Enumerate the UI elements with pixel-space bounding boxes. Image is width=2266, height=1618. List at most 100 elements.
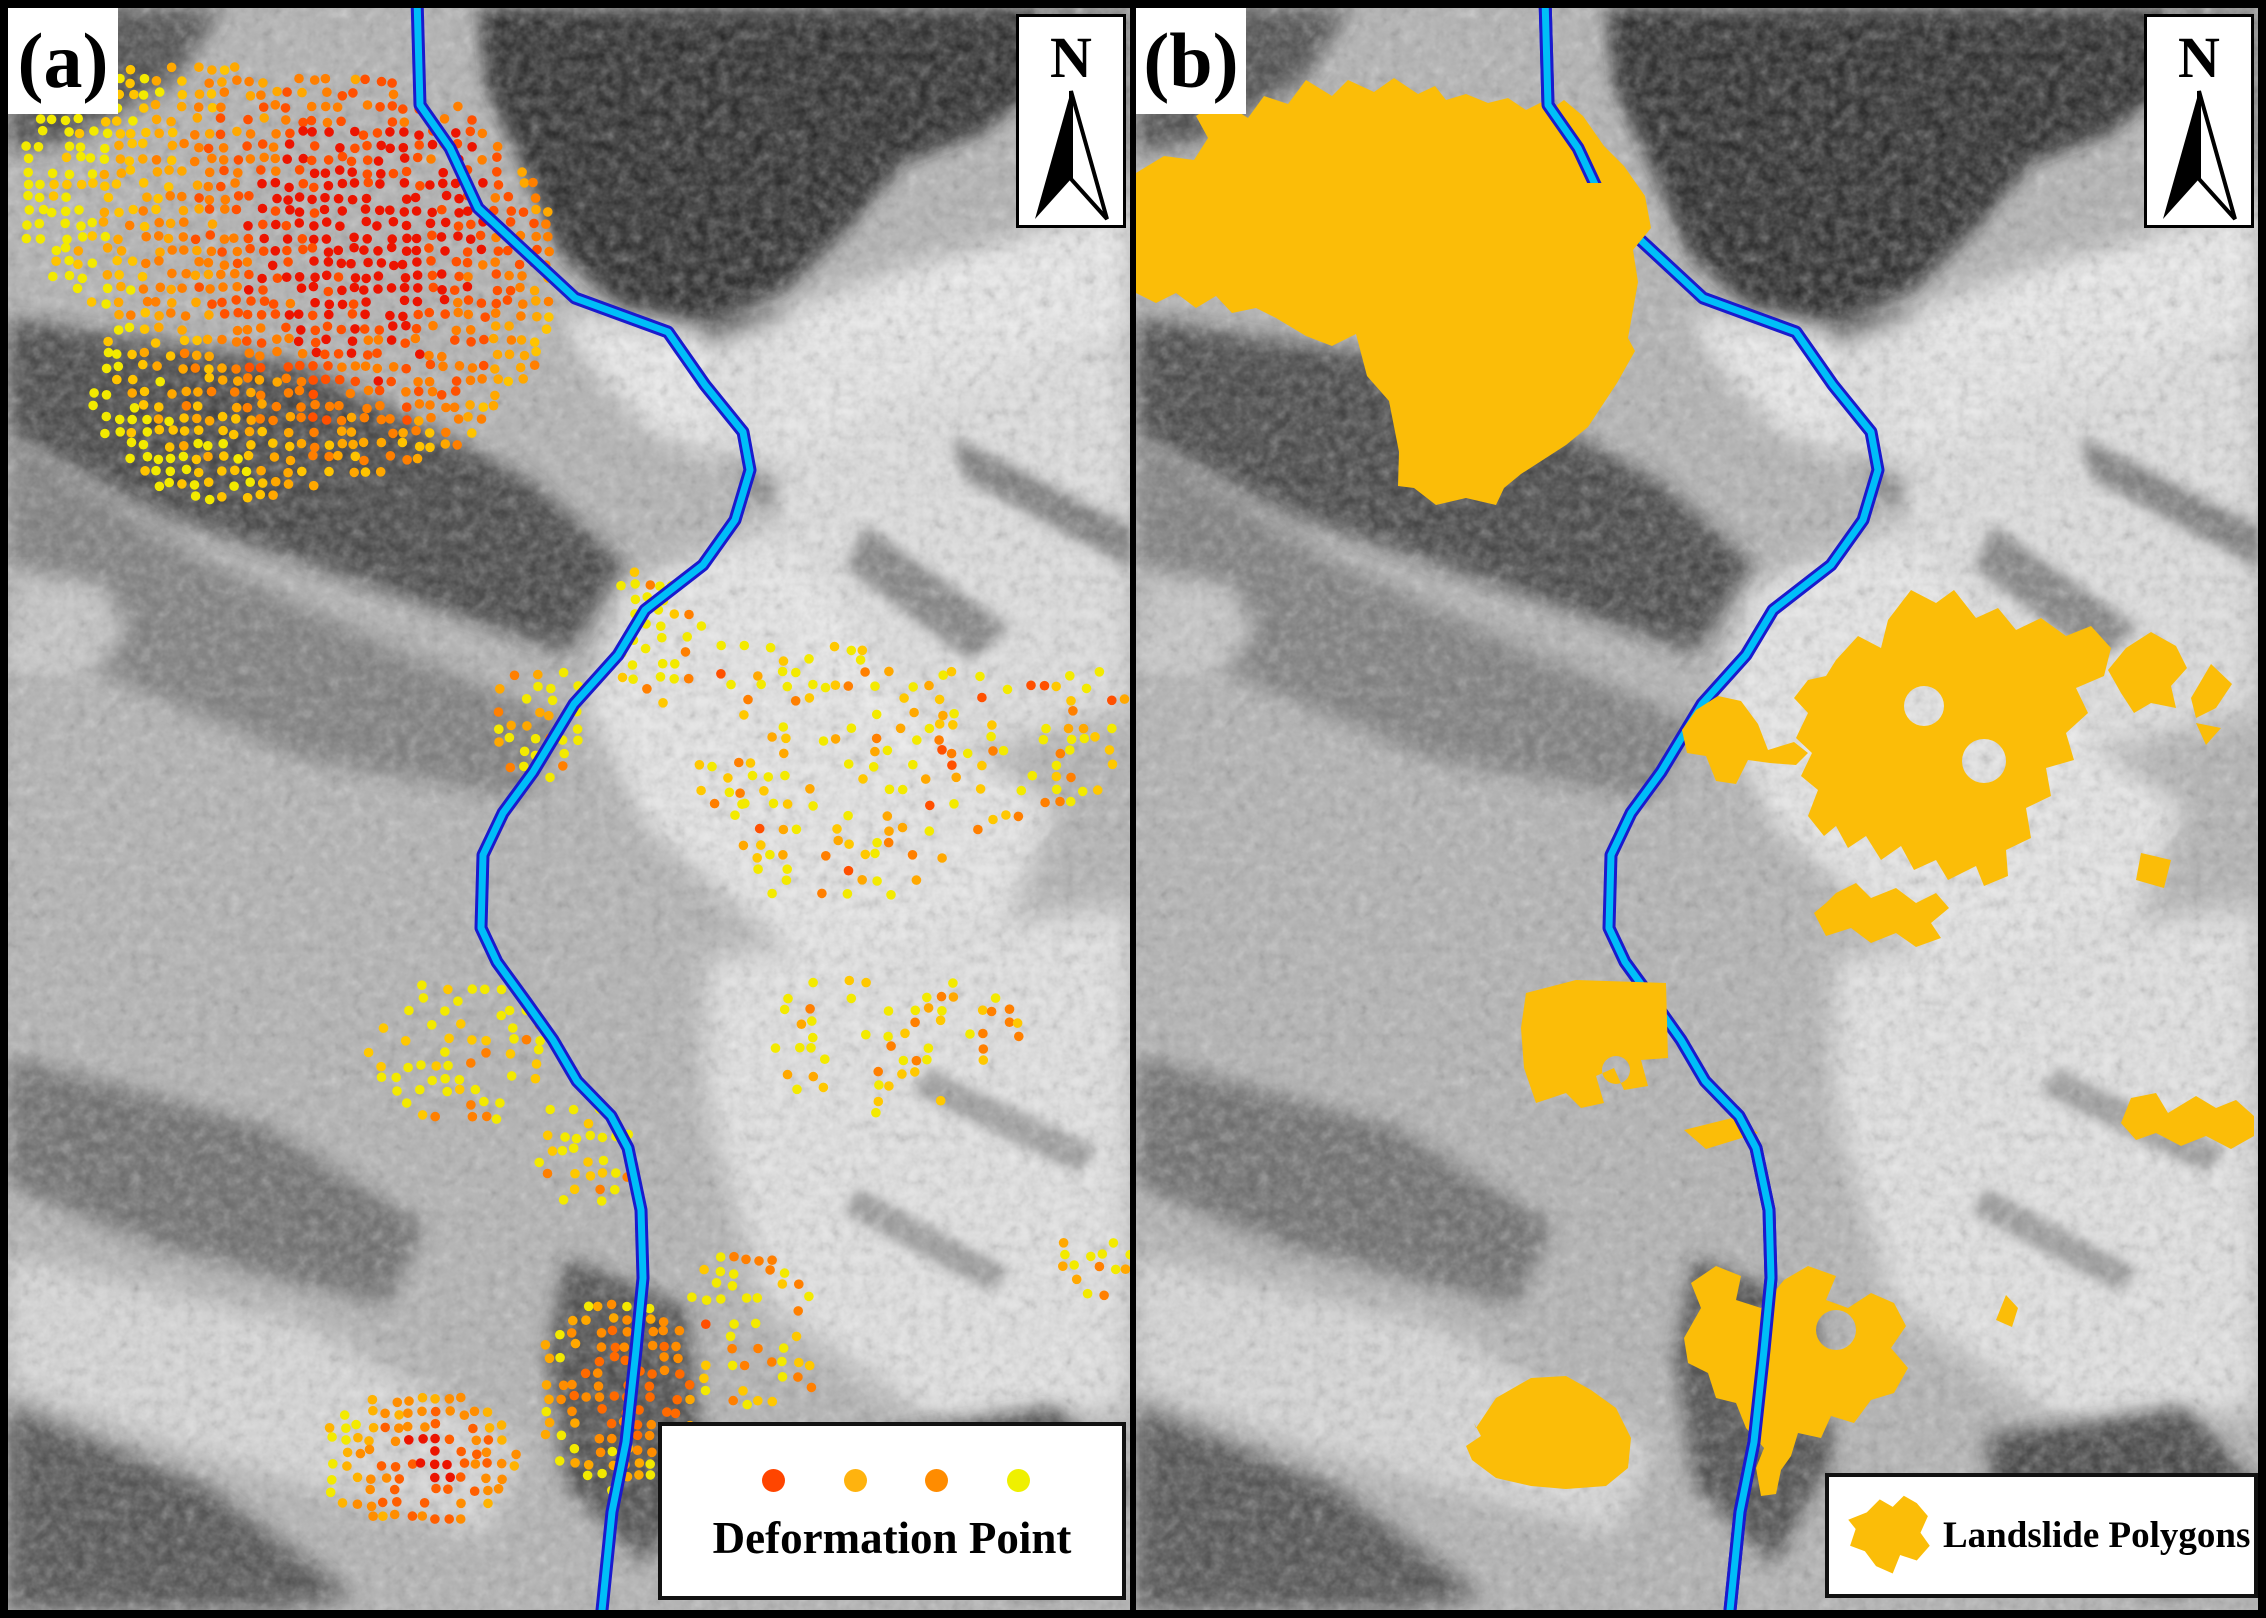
deformation-dot	[778, 722, 789, 732]
deformation-dot	[607, 1325, 618, 1336]
deformation-dot	[794, 1357, 804, 1368]
deformation-dot	[207, 153, 217, 164]
deformation-dot	[72, 283, 83, 294]
deformation-dot	[516, 335, 527, 345]
deformation-dot	[598, 1155, 609, 1166]
deformation-dot	[778, 850, 788, 860]
deformation-dot	[505, 1049, 516, 1059]
deformation-dot	[308, 450, 318, 461]
deformation-dot	[307, 243, 318, 253]
deformation-dot	[404, 1435, 414, 1445]
deformation-dot	[111, 116, 122, 126]
deformation-dot	[334, 374, 345, 385]
deformation-dot	[806, 1382, 817, 1393]
deformation-dot	[138, 90, 149, 100]
deformation-dot	[99, 154, 110, 164]
deformation-dot	[470, 1459, 481, 1469]
deformation-dot	[509, 670, 520, 681]
deformation-dot	[257, 203, 268, 214]
north-letter-a: N	[1050, 25, 1092, 90]
deformation-dot	[76, 179, 87, 190]
deformation-dot	[85, 153, 96, 163]
deformation-dot	[1012, 1018, 1023, 1028]
deformation-dot	[414, 130, 424, 140]
deformation-dot	[281, 373, 292, 384]
deformation-dot	[270, 100, 281, 110]
deformation-dot	[670, 659, 680, 669]
deformation-dot	[459, 1410, 470, 1420]
deformation-dot	[414, 441, 425, 452]
deformation-dot	[399, 153, 410, 163]
deformation-dot	[256, 465, 266, 476]
deformation-dot	[806, 1043, 816, 1053]
deformation-dot	[373, 284, 383, 294]
deformation-dot	[436, 232, 447, 242]
deformation-dot	[190, 234, 201, 245]
deformation-dot	[753, 1395, 763, 1406]
deformation-dot	[113, 297, 124, 308]
deformation-dot	[207, 219, 218, 229]
deformation-dot	[857, 875, 867, 885]
deformation-dot	[284, 333, 294, 344]
hillshade-map-a	[8, 8, 1130, 1610]
deformation-dot	[319, 204, 330, 215]
deformation-dot	[362, 100, 373, 110]
deformation-dot	[125, 285, 136, 295]
deformation-dot	[425, 218, 436, 229]
deformation-dot	[645, 1314, 656, 1324]
deformation-dot	[581, 1392, 591, 1402]
deformation-dot	[138, 359, 148, 370]
deformation-dot	[268, 299, 279, 309]
deformation-dot	[924, 680, 934, 691]
deformation-dot	[427, 270, 438, 281]
deformation-dot	[399, 117, 410, 127]
deformation-dot	[418, 1434, 428, 1444]
deformation-dot	[454, 271, 464, 282]
deformation-dot	[154, 402, 164, 412]
deformation-dot	[466, 1058, 476, 1068]
deformation-dot	[951, 772, 961, 783]
deformation-dot	[753, 864, 763, 874]
deformation-dot	[491, 269, 502, 279]
deformation-dot	[242, 257, 253, 267]
deformation-dot	[860, 667, 870, 677]
deformation-dot	[151, 114, 162, 125]
deformation-dot	[337, 206, 348, 216]
deformation-dot	[376, 169, 386, 179]
deformation-dot	[430, 1446, 440, 1456]
deformation-dot	[734, 757, 744, 768]
deformation-dot	[441, 190, 452, 201]
deformation-dot	[794, 1279, 804, 1289]
deformation-dot	[934, 719, 945, 729]
deformation-dot	[401, 402, 412, 413]
deformation-dot	[531, 296, 541, 306]
deformation-dot	[220, 204, 230, 214]
deformation-dot	[430, 1111, 441, 1122]
deformation-dot	[494, 724, 504, 734]
deformation-dot	[358, 437, 369, 448]
deformation-dot	[659, 1341, 669, 1352]
deformation-dot	[35, 179, 45, 190]
deformation-dot	[246, 387, 256, 398]
deformation-dot	[282, 234, 293, 244]
deformation-dot	[861, 977, 871, 988]
deformation-dot	[456, 1019, 466, 1029]
deformation-dot	[333, 245, 344, 256]
deformation-dot	[254, 375, 265, 385]
deformation-dot	[466, 219, 476, 230]
deformation-dot	[610, 1184, 620, 1195]
deformation-dot	[923, 1043, 934, 1053]
deformation-dot	[502, 295, 513, 305]
deformation-dot	[414, 140, 425, 150]
deformation-dot	[402, 233, 412, 244]
deformation-dot	[765, 1265, 775, 1275]
deformation-dot	[701, 1360, 711, 1371]
deformation-dot	[437, 351, 447, 362]
deformation-dot	[437, 285, 447, 295]
deformation-dot	[139, 324, 150, 335]
deformation-dot	[619, 1342, 630, 1352]
deformation-dot	[910, 1017, 920, 1028]
deformation-dot	[294, 385, 305, 396]
deformation-dot	[229, 62, 240, 72]
deformation-dot	[609, 1351, 620, 1362]
